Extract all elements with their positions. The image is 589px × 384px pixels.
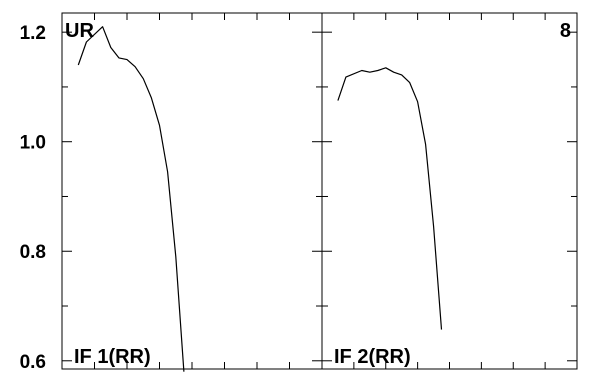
corner-label-left: UR: [65, 20, 94, 42]
y-tick-label: 0.8: [20, 242, 46, 263]
y-tick-label: 0.6: [20, 352, 46, 373]
series-line-panel2-0: [337, 67, 443, 330]
y-tick-label: 1.2: [20, 23, 46, 44]
panel-label-1: IF 1(RR): [74, 346, 151, 368]
series-line-panel1-0: [77, 26, 185, 372]
panel-label-2: IF 2(RR): [334, 346, 411, 368]
plot-frame: [61, 12, 578, 370]
y-tick-label: 1.0: [20, 133, 46, 154]
corner-label-right: 8: [560, 20, 571, 42]
